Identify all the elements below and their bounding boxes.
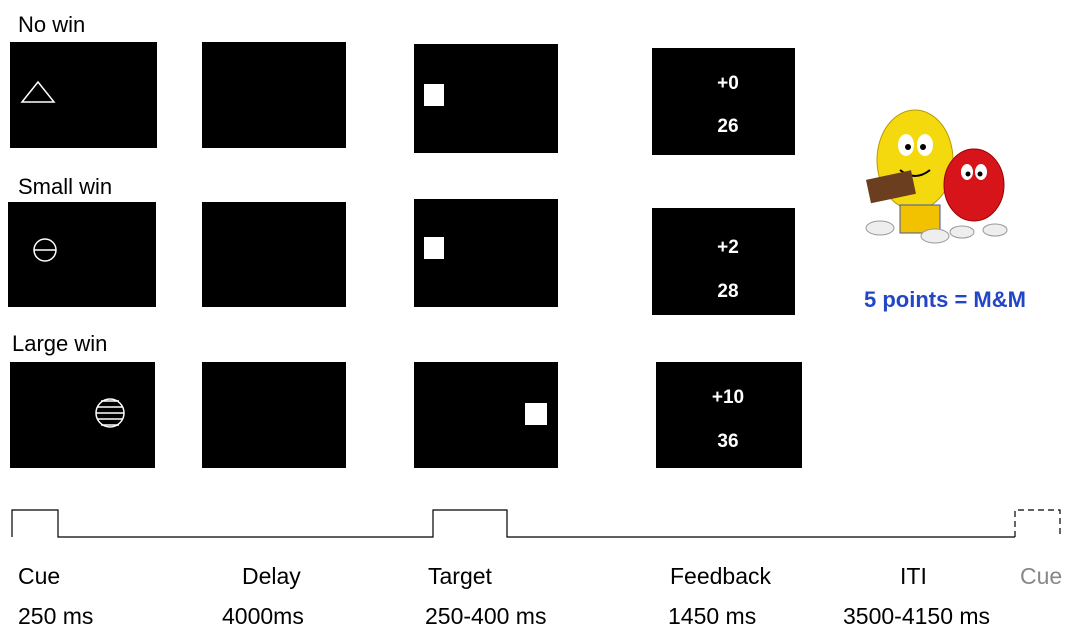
condition-label: Large win: [12, 331, 107, 356]
phase-name: Target: [428, 563, 493, 589]
condition-label: No win: [18, 12, 85, 37]
phase-duration: 4000ms: [222, 603, 304, 629]
delay-screen: [202, 202, 346, 307]
task-diagram: No win Small win Large win +0 26 +2 28 +…: [0, 0, 1084, 633]
cue-screen: [8, 202, 156, 307]
delay-screen: [202, 42, 346, 148]
phase-name: Feedback: [670, 563, 772, 589]
reward-note: 5 points = M&M: [864, 287, 1026, 312]
feedback-screen: [656, 362, 802, 468]
mm-illustration: [866, 110, 1007, 243]
phase-duration: 250 ms: [18, 603, 93, 629]
phase-name: ITI: [900, 563, 927, 589]
feedback-total: 26: [717, 116, 738, 137]
feedback-screen: [652, 48, 795, 155]
phase-duration: 250-400 ms: [425, 603, 546, 629]
phase-name: Delay: [242, 563, 301, 589]
target-square: [525, 403, 547, 425]
phase-name: Cue: [18, 563, 60, 589]
next-phase: Cue: [1020, 563, 1062, 589]
target-square: [424, 84, 444, 106]
timeline-trace: [12, 510, 1015, 537]
feedback-gain: +2: [717, 237, 739, 258]
feedback-gain: +10: [712, 387, 744, 408]
timeline-next-cue: [1015, 510, 1060, 537]
target-square: [424, 237, 444, 259]
cue-screen: [10, 42, 157, 148]
feedback-total: 28: [717, 281, 738, 302]
delay-screen: [202, 362, 346, 468]
phase-duration: 1450 ms: [668, 603, 756, 629]
cue-screen: [10, 362, 155, 468]
feedback-total: 36: [717, 431, 738, 452]
condition-label: Small win: [18, 174, 112, 199]
feedback-gain: +0: [717, 73, 739, 94]
phase-duration: 3500-4150 ms: [843, 603, 990, 629]
